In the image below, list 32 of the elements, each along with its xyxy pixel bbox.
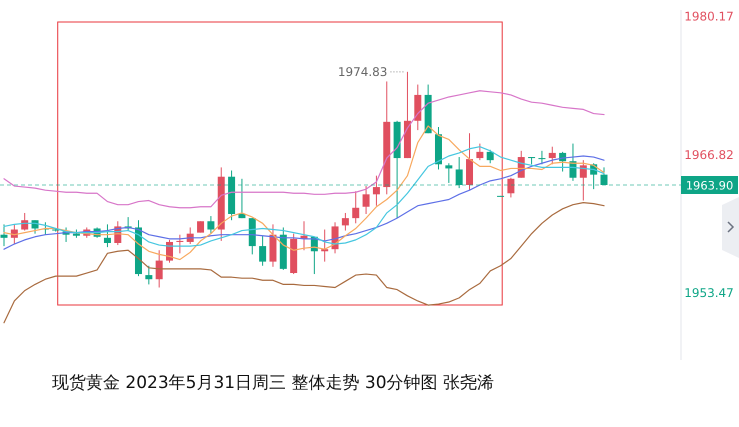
candlestick (580, 160, 587, 202)
candlestick (538, 150, 546, 165)
candlestick (176, 234, 184, 254)
candlestick (207, 216, 214, 234)
line-series (3, 90, 605, 208)
candlestick (445, 162, 452, 184)
candlestick (259, 235, 266, 266)
text: 现货黄金 2023年5月31日周三 整体走势 30分钟图 张尧浠 (52, 373, 494, 393)
candlestick (352, 190, 360, 224)
candlestick (362, 186, 370, 214)
candlestick (238, 178, 246, 219)
annotation: 1974.83 (338, 64, 388, 79)
candlestick (156, 250, 163, 288)
candlestick (507, 177, 514, 198)
line-series (3, 125, 605, 260)
line-series (3, 202, 605, 324)
y-tick-label: 1966.82 (684, 148, 734, 162)
y-tick-label: 1953.47 (684, 286, 734, 300)
ref-line-label: 1963.90 (686, 178, 734, 192)
candlestick (600, 166, 608, 186)
candlestick (548, 146, 556, 165)
candlestick (486, 149, 494, 164)
candlestick (476, 143, 484, 161)
y-tick-label: 1980.17 (684, 10, 734, 24)
candlestick (342, 212, 349, 232)
candlestick (104, 224, 111, 248)
candlestick (456, 156, 463, 189)
candlestick (528, 156, 536, 165)
candlestick (321, 229, 328, 262)
candlestick (145, 265, 152, 285)
candlestick (0, 224, 8, 247)
candlestick (372, 175, 380, 206)
